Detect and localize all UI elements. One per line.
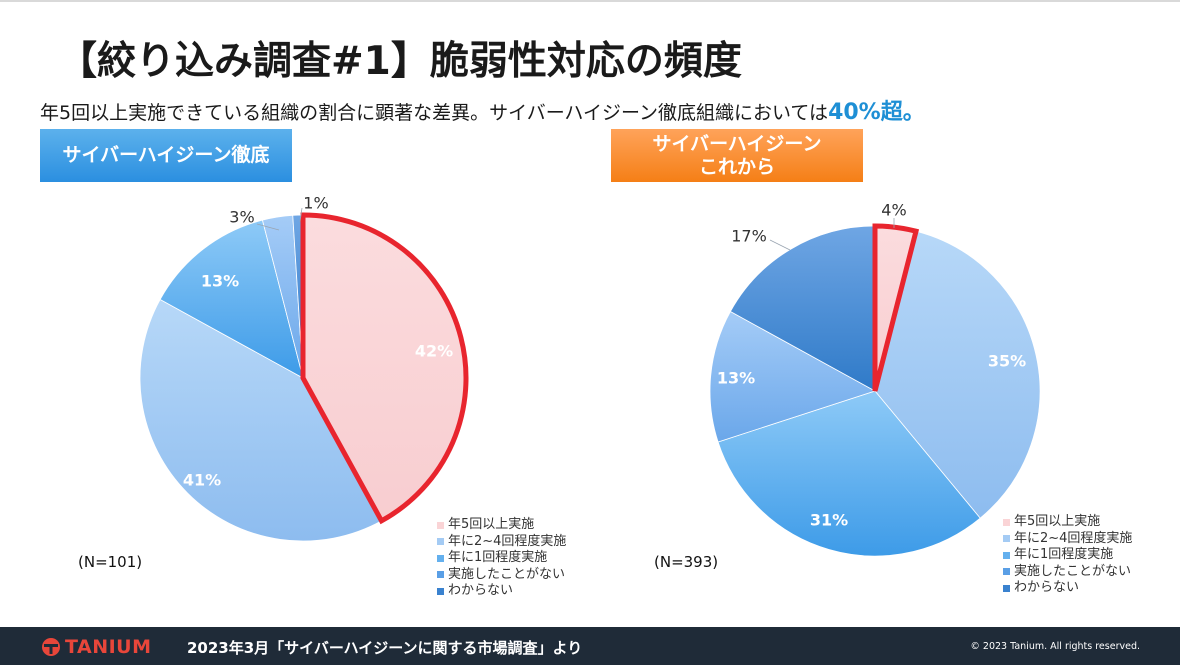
legend-swatch: [437, 587, 444, 595]
group-badge-hygiene-thorough: サイバーハイジーン徹底: [40, 129, 292, 182]
legend-label: 年に2~4回程度実施: [448, 533, 567, 549]
legend-swatch: [1003, 551, 1010, 559]
highlight-outline: [872, 223, 920, 392]
legend-item: わからない: [437, 583, 566, 600]
highlight-outline: [300, 212, 469, 525]
subtitle-text: 年5回以上実施できている組織の割合に顕著な差異。サイバーハイジーン徹底組織におい…: [40, 102, 829, 124]
legend-item: 年に1回程度実施: [1003, 547, 1132, 564]
data-label-2to4: 35%: [988, 352, 1026, 371]
pie-slice-unknown: [729, 225, 876, 392]
legend-item: わからない: [1003, 580, 1132, 597]
legend-item: 年5回以上実施: [437, 517, 566, 534]
legend-right: 年5回以上実施 年に2~4回程度実施 年に1回程度実施 実施したことがない わか…: [1003, 514, 1132, 597]
sample-size-left: (N=101): [78, 553, 143, 571]
top-divider: [0, 0, 1180, 2]
tanium-logo-icon: [42, 638, 60, 656]
legend-item: 年に2~4回程度実施: [437, 534, 566, 551]
legend-left: 年5回以上実施 年に2~4回程度実施 年に1回程度実施 実施したことがない わか…: [437, 517, 566, 600]
legend-item: 年に2~4回程度実施: [1003, 531, 1132, 548]
legend-swatch: [1003, 568, 1010, 576]
footer-bar: TANIUM 2023年3月「サイバーハイジーンに関する市場調査」より © 20…: [0, 627, 1180, 665]
source-note: 2023年3月「サイバーハイジーンに関する市場調査」より: [187, 639, 583, 657]
legend-label: わからない: [1014, 580, 1080, 595]
leader-line: [769, 239, 791, 251]
legend-label: 年に1回程度実施: [448, 550, 548, 565]
sample-size-right: (N=393): [654, 553, 719, 571]
legend-swatch: [437, 571, 444, 579]
data-label-never: 3%: [229, 208, 254, 227]
legend-label: 年に1回程度実施: [1014, 547, 1114, 562]
group-badge-hygiene-upcoming: サイバーハイジーン これから: [611, 129, 863, 182]
group-badge-right-line1: サイバーハイジーン: [652, 132, 822, 155]
pie-slice-never: [709, 310, 877, 443]
legend-label: 年5回以上実施: [448, 517, 535, 532]
legend-swatch: [437, 554, 444, 562]
subtitle-highlight: 40%超。: [828, 100, 925, 125]
legend-label: わからない: [448, 583, 514, 598]
legend-label: 実施したことがない: [448, 566, 566, 582]
data-label-once: 13%: [201, 272, 239, 291]
data-label-unknown: 17%: [731, 227, 767, 246]
pie-charts: 42% 41% 13% 3% 1% 4% 35% 31% 13% 17%: [139, 194, 1041, 557]
legend-item: 年5回以上実施: [1003, 514, 1132, 531]
legend-swatch: [437, 538, 444, 546]
legend-label: 年5回以上実施: [1014, 514, 1101, 529]
data-label-2to4: 41%: [183, 471, 221, 490]
legend-swatch: [437, 521, 444, 529]
pie-slice-2to4: [874, 230, 1041, 519]
data-label-once: 31%: [810, 511, 848, 530]
pie-slice-once: [717, 390, 981, 557]
copyright: © 2023 Tanium. All rights reserved.: [970, 641, 1140, 652]
legend-swatch: [1003, 584, 1010, 592]
tanium-logo-text: TANIUM: [65, 636, 152, 658]
legend-swatch: [1003, 518, 1010, 526]
subtitle: 年5回以上実施できている組織の割合に顕著な差異。サイバーハイジーン徹底組織におい…: [40, 94, 925, 126]
group-badge-right-line2: これから: [698, 155, 775, 178]
pie-chart-hygiene-thorough: 42% 41% 13% 3% 1%: [139, 194, 469, 542]
leader-line: [256, 223, 280, 231]
leader-line: [299, 207, 303, 223]
tanium-logo: TANIUM: [40, 636, 152, 658]
legend-item: 年に1回程度実施: [437, 550, 566, 567]
data-label-unknown: 1%: [303, 194, 328, 213]
pie-slice-once: [159, 219, 304, 379]
pie-chart-hygiene-upcoming: 4% 35% 31% 13% 17%: [709, 201, 1041, 557]
legend-swatch: [1003, 535, 1010, 543]
pie-slice-2to4: [139, 298, 383, 542]
page-title: 【絞り込み調査#1】脆弱性対応の頻度: [58, 39, 742, 84]
legend-item: 実施したことがない: [1003, 564, 1132, 581]
data-label-5plus: 42%: [415, 342, 453, 361]
legend-label: 実施したことがない: [1014, 563, 1132, 579]
data-label-5plus: 4%: [881, 201, 906, 220]
legend-item: 実施したことがない: [437, 567, 566, 584]
group-badge-left-label: サイバーハイジーン徹底: [62, 144, 270, 167]
legend-label: 年に2~4回程度実施: [1014, 530, 1133, 546]
data-label-never: 13%: [717, 369, 755, 388]
